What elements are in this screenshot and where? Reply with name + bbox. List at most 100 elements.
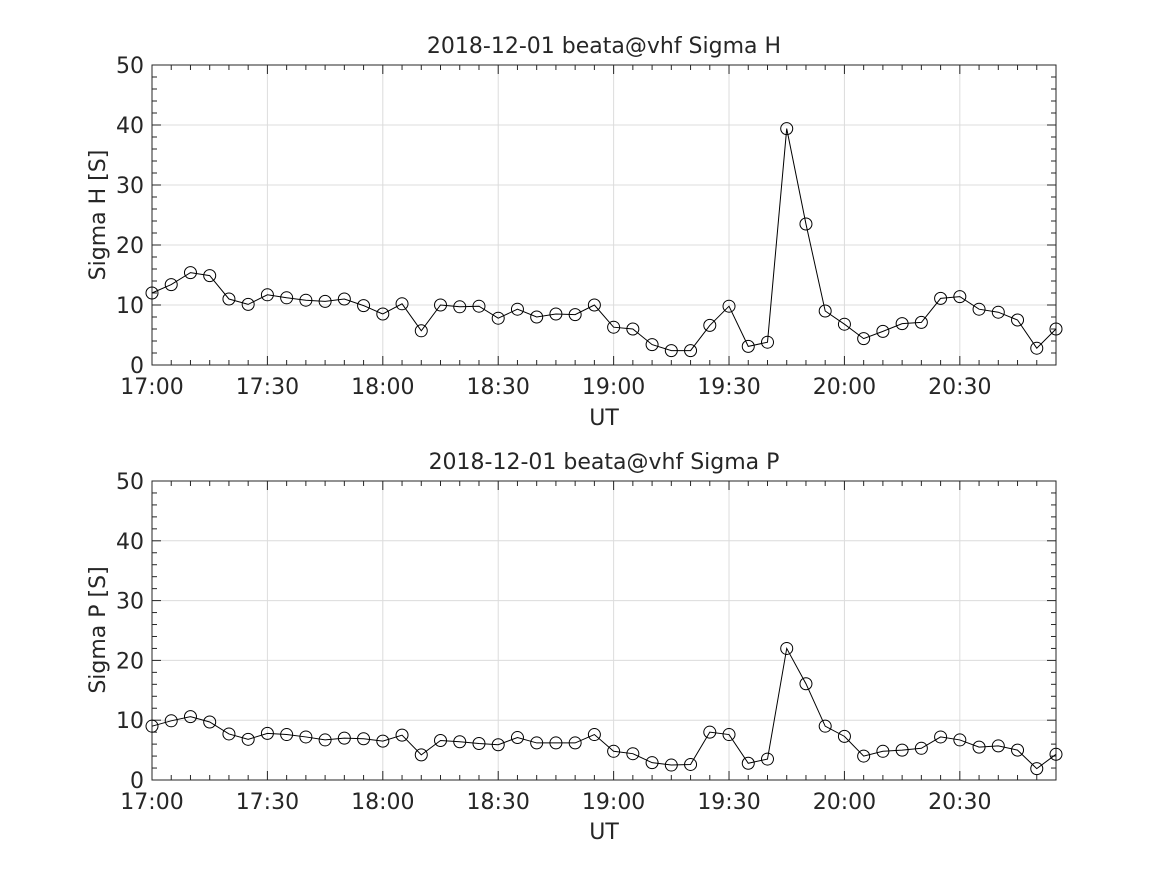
x-tick-label: 17:00 <box>120 375 183 400</box>
data-point <box>664 344 678 358</box>
x-tick-label: 20:00 <box>813 375 876 400</box>
x-tick-label: 19:00 <box>582 790 645 815</box>
data-point <box>1030 762 1044 776</box>
data-point <box>607 744 621 758</box>
data-point <box>626 747 640 761</box>
data-point <box>876 324 890 338</box>
data-point <box>895 743 909 757</box>
data-point <box>222 292 236 306</box>
data-point <box>376 307 390 321</box>
y-tick-label: 10 <box>116 709 144 734</box>
y-axis-label: Sigma H [S] <box>86 150 111 281</box>
data-point <box>914 315 928 329</box>
data-point <box>203 269 217 283</box>
x-tick-label: 18:30 <box>467 790 530 815</box>
data-point <box>472 737 486 751</box>
x-tick-label: 17:30 <box>236 790 299 815</box>
data-point <box>434 734 448 748</box>
data-point <box>1011 313 1025 327</box>
data-point <box>934 730 948 744</box>
data-point <box>664 758 678 772</box>
data-point <box>549 307 563 321</box>
x-tick-label: 20:30 <box>928 375 991 400</box>
data-point <box>260 288 274 302</box>
data-point <box>934 291 948 305</box>
data-point <box>337 731 351 745</box>
data-point <box>395 728 409 742</box>
subplot-sigma-p: 0 10 20 30 40 50 17:00 17:30 18:00 18:30 19:00 19:… <box>86 450 1063 845</box>
x-tick-label: 17:30 <box>236 375 299 400</box>
data-point <box>453 300 467 314</box>
data-point <box>953 290 967 304</box>
x-axis-label: UT <box>589 820 619 845</box>
data-point <box>972 740 986 754</box>
data-point <box>260 726 274 740</box>
data-point <box>626 322 640 336</box>
data-point <box>241 732 255 746</box>
x-tick-label: 20:30 <box>928 790 991 815</box>
x-tick-label: 20:00 <box>813 790 876 815</box>
x-tick-label: 18:00 <box>351 790 414 815</box>
x-tick-label: 19:30 <box>697 790 760 815</box>
data-point <box>357 299 371 313</box>
x-axis-label: UT <box>589 406 619 431</box>
data-point <box>741 339 755 353</box>
data-point <box>991 739 1005 753</box>
y-tick-label: 20 <box>116 649 144 674</box>
data-point <box>818 719 832 733</box>
data-point <box>1049 747 1063 761</box>
chart-title: 2018-12-01 beata@vhf Sigma H <box>427 34 781 59</box>
y-tick-label: 50 <box>116 54 144 79</box>
data-point <box>280 728 294 742</box>
data-point <box>799 217 813 231</box>
data-point <box>568 308 582 322</box>
data-point <box>760 752 774 766</box>
series-line <box>151 646 1057 770</box>
data-point <box>895 317 909 331</box>
data-point <box>491 738 505 752</box>
y-tick-labels: 0 10 20 30 40 50 <box>116 54 144 379</box>
data-point <box>991 305 1005 319</box>
data-point <box>703 725 717 739</box>
data-point <box>491 311 505 325</box>
data-point <box>395 297 409 311</box>
data-point <box>741 756 755 770</box>
axes-frame <box>151 64 1057 366</box>
data-point <box>857 749 871 763</box>
grid <box>151 480 1056 781</box>
data-point <box>837 729 851 743</box>
data-point <box>876 744 890 758</box>
y-tick-label: 30 <box>116 590 144 615</box>
data-point <box>799 677 813 691</box>
data-point <box>164 714 178 728</box>
y-tick-label: 20 <box>116 234 144 259</box>
data-point <box>203 715 217 729</box>
x-tick-label: 17:00 <box>120 790 183 815</box>
data-point <box>280 291 294 305</box>
series-line <box>151 128 1057 352</box>
data-point <box>510 302 524 316</box>
minor-ticks <box>152 481 1057 780</box>
data-point <box>953 733 967 747</box>
data-point <box>299 730 313 744</box>
y-tick-label: 30 <box>116 174 144 199</box>
data-point <box>684 757 698 771</box>
y-tick-label: 0 <box>130 354 144 379</box>
data-point <box>1011 743 1025 757</box>
minor-ticks <box>152 65 1057 365</box>
data-point <box>183 710 197 724</box>
data-point <box>587 728 601 742</box>
subplot-sigma-h: 0 10 20 30 40 50 17:00 17:30 18:00 18:30 19:00 19:… <box>86 34 1063 431</box>
series-sigma-p <box>145 641 1063 776</box>
data-point <box>607 320 621 334</box>
data-point <box>837 317 851 331</box>
data-point <box>337 292 351 306</box>
data-point <box>145 719 159 733</box>
data-point <box>587 298 601 312</box>
data-point <box>472 299 486 313</box>
data-point <box>241 297 255 311</box>
chart-title: 2018-12-01 beata@vhf Sigma P <box>429 450 780 475</box>
data-point <box>1030 341 1044 355</box>
data-point <box>760 335 774 349</box>
